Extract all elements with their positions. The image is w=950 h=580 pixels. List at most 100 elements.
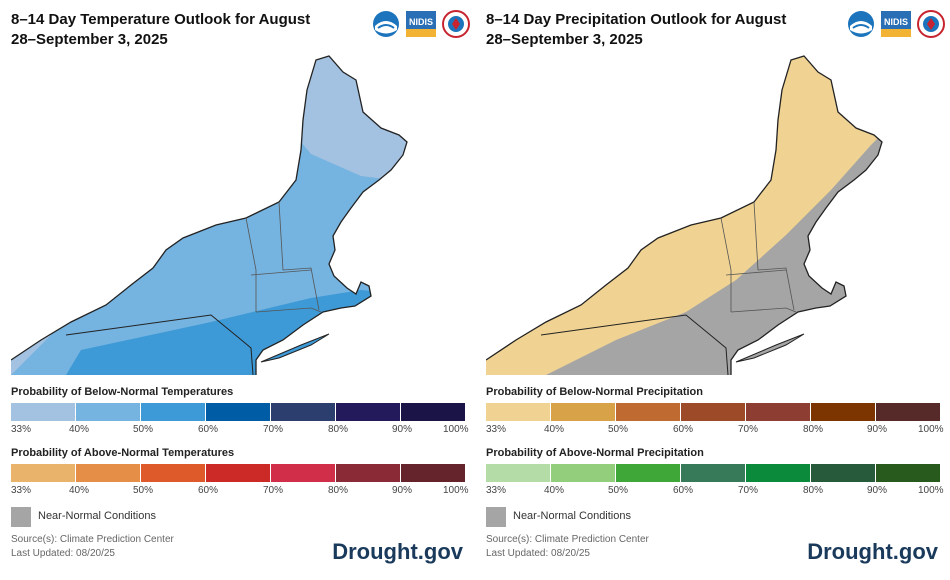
near-normal-swatch — [486, 507, 506, 527]
above-normal-ticks: 33% 40% 50% 60% 70% 80% 90% 100% — [11, 485, 469, 497]
below-swatch — [271, 403, 336, 421]
above-swatch — [681, 464, 746, 482]
above-normal-legend-title: Probability of Above-Normal Precipitatio… — [486, 447, 704, 459]
tick-label: 90% — [867, 424, 888, 435]
last-updated-text: Last Updated: 08/20/25 — [486, 548, 590, 559]
near-normal-label: Near-Normal Conditions — [38, 510, 156, 522]
source-text: Source(s): Climate Prediction Center — [486, 534, 649, 545]
long-island — [735, 333, 805, 363]
above-normal-scale — [486, 464, 940, 482]
agency-logos: NIDIS — [372, 10, 470, 40]
below-swatch — [401, 403, 465, 421]
source-info: Source(s): Climate Prediction Center Las… — [486, 533, 649, 561]
above-swatch — [746, 464, 811, 482]
drought-gov-brand: Drought.gov — [332, 539, 463, 564]
tick-label: 60% — [673, 424, 694, 435]
tick-label: 50% — [608, 424, 629, 435]
precipitation-map — [486, 55, 883, 375]
below-normal-ticks: 33% 40% 50% 60% 70% 80% 90% 100% — [11, 424, 469, 436]
source-info: Source(s): Climate Prediction Center Las… — [11, 533, 174, 561]
above-swatch — [206, 464, 271, 482]
below-swatch — [681, 403, 746, 421]
below-swatch — [141, 403, 206, 421]
nidis-logo-icon: NIDIS — [881, 11, 911, 37]
below-swatch — [811, 403, 876, 421]
below-swatch — [206, 403, 271, 421]
below-normal-legend-title: Probability of Below-Normal Precipitatio… — [486, 386, 703, 398]
below-swatch — [11, 403, 76, 421]
below-swatch — [551, 403, 616, 421]
tick-label: 70% — [738, 485, 759, 496]
temperature-title: 8–14 Day Temperature Outlook for August … — [11, 10, 371, 50]
nidis-logo-icon: NIDIS — [406, 11, 436, 37]
svg-text:NIDIS: NIDIS — [409, 17, 433, 27]
below-swatch — [486, 403, 551, 421]
state-outlines — [11, 55, 408, 375]
tick-label: 33% — [11, 424, 32, 435]
below-swatch — [616, 403, 681, 421]
tick-label: 80% — [328, 485, 349, 496]
tick-label: 60% — [673, 485, 694, 496]
drought-gov-brand: Drought.gov — [807, 539, 938, 564]
tick-label: 40% — [544, 424, 565, 435]
tick-label: 60% — [198, 424, 219, 435]
above-swatch — [486, 464, 551, 482]
tick-label: 100% — [918, 485, 944, 496]
above-swatch — [876, 464, 940, 482]
state-outlines — [486, 55, 883, 375]
tick-label: 80% — [803, 424, 824, 435]
tick-label: 50% — [133, 424, 154, 435]
above-swatch — [141, 464, 206, 482]
tick-label: 90% — [392, 485, 413, 496]
agency-logos: NIDIS — [847, 10, 945, 40]
temperature-panel: 8–14 Day Temperature Outlook for August … — [5, 0, 475, 580]
source-text: Source(s): Climate Prediction Center — [11, 534, 174, 545]
long-island — [260, 333, 330, 363]
noaa-logo-icon — [373, 11, 399, 37]
above-normal-ticks: 33% 40% 50% 60% 70% 80% 90% 100% — [486, 485, 944, 497]
svg-text:NIDIS: NIDIS — [884, 17, 908, 27]
tick-label: 70% — [263, 485, 284, 496]
temperature-title-line2: 28–September 3, 2025 — [11, 31, 168, 48]
below-swatch — [76, 403, 141, 421]
tick-label: 70% — [263, 424, 284, 435]
below-normal-scale — [11, 403, 465, 421]
below-normal-scale — [486, 403, 940, 421]
temperature-title-line1: 8–14 Day Temperature Outlook for August — [11, 11, 311, 28]
tick-label: 90% — [867, 485, 888, 496]
last-updated-text: Last Updated: 08/20/25 — [11, 548, 115, 559]
below-swatch — [336, 403, 401, 421]
tick-label: 80% — [328, 424, 349, 435]
above-swatch — [401, 464, 465, 482]
tick-label: 60% — [198, 485, 219, 496]
tick-label: 100% — [443, 485, 469, 496]
above-swatch — [336, 464, 401, 482]
tick-label: 33% — [486, 424, 507, 435]
tick-label: 33% — [486, 485, 507, 496]
above-swatch — [11, 464, 76, 482]
precipitation-title-line2: 28–September 3, 2025 — [486, 31, 643, 48]
noaa-logo-icon — [848, 11, 874, 37]
tick-label: 50% — [608, 485, 629, 496]
above-normal-scale — [11, 464, 465, 482]
below-normal-ticks: 33% 40% 50% 60% 70% 80% 90% 100% — [486, 424, 944, 436]
tick-label: 100% — [443, 424, 469, 435]
tick-label: 40% — [69, 424, 90, 435]
below-swatch — [876, 403, 940, 421]
tick-label: 40% — [69, 485, 90, 496]
below-normal-legend-title: Probability of Below-Normal Temperatures — [11, 386, 234, 398]
temperature-map — [11, 55, 408, 375]
precipitation-title-line1: 8–14 Day Precipitation Outlook for Augus… — [486, 11, 787, 28]
above-swatch — [76, 464, 141, 482]
above-swatch — [616, 464, 681, 482]
above-normal-legend-title: Probability of Above-Normal Temperatures — [11, 447, 235, 459]
precipitation-panel: 8–14 Day Precipitation Outlook for Augus… — [480, 0, 950, 580]
tick-label: 100% — [918, 424, 944, 435]
near-normal-label: Near-Normal Conditions — [513, 510, 631, 522]
nws-logo-icon — [442, 10, 470, 38]
near-normal-swatch — [11, 507, 31, 527]
tick-label: 70% — [738, 424, 759, 435]
tick-label: 33% — [11, 485, 32, 496]
above-swatch — [271, 464, 336, 482]
tick-label: 80% — [803, 485, 824, 496]
